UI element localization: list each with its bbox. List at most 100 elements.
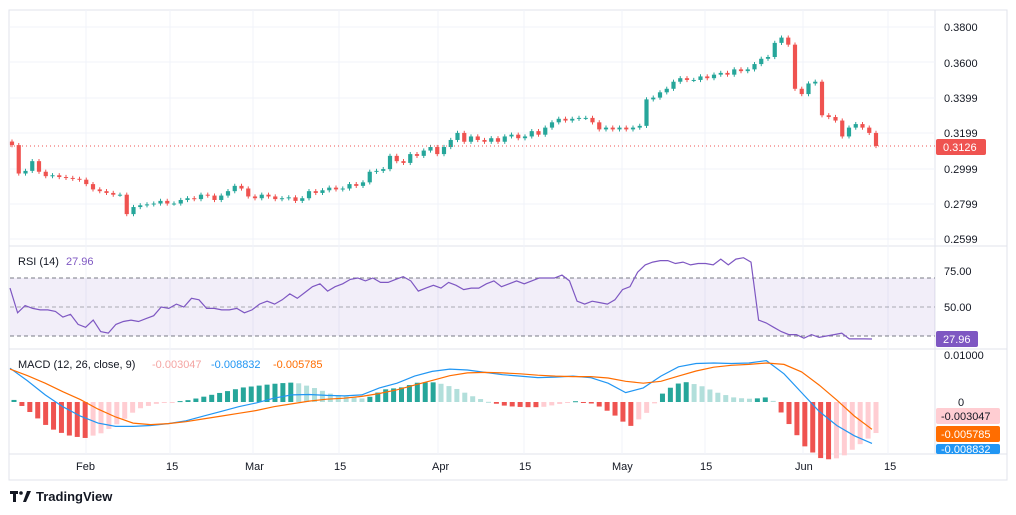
candle <box>705 76 710 79</box>
histogram-bar <box>699 386 705 402</box>
histogram-bar <box>770 400 776 402</box>
candle <box>475 136 480 140</box>
histogram-bar <box>588 402 594 404</box>
price-axis: 0.3800 0.3600 0.3399 0.3199 0.2999 0.279… <box>944 22 978 246</box>
histogram-bar <box>723 395 729 402</box>
histogram-bar <box>485 401 491 403</box>
candle <box>867 127 872 133</box>
histogram-bar <box>217 392 223 402</box>
candle <box>738 69 744 72</box>
histogram-bar <box>565 402 571 403</box>
candle <box>833 117 838 121</box>
candle <box>597 122 602 130</box>
histogram-bar <box>438 383 444 402</box>
rsi-line <box>9 257 873 340</box>
histogram-bar <box>391 388 397 402</box>
candle <box>9 141 15 146</box>
histogram-bar <box>604 402 610 411</box>
candle <box>468 136 474 142</box>
candle <box>90 184 96 190</box>
histogram-bar <box>549 402 555 406</box>
histogram-bar <box>462 392 468 402</box>
price-tick: 0.2599 <box>944 234 978 246</box>
histogram-bar <box>161 402 167 403</box>
candle <box>853 124 858 128</box>
candle <box>846 127 852 137</box>
candle <box>428 147 433 151</box>
histogram-bar <box>620 402 626 422</box>
histogram-bar <box>185 400 191 402</box>
candle <box>320 190 325 193</box>
candle <box>691 79 696 81</box>
histogram-bar <box>122 402 128 419</box>
candle <box>30 161 35 171</box>
candle <box>711 74 717 79</box>
tradingview-watermark[interactable]: TradingView <box>10 489 112 504</box>
histogram-bar <box>327 393 333 402</box>
histogram-bar <box>802 402 808 447</box>
candle <box>50 175 55 177</box>
time-tick: 15 <box>166 461 178 473</box>
candle <box>138 205 143 208</box>
candle <box>759 58 764 65</box>
candle <box>151 203 156 205</box>
candle <box>435 147 440 155</box>
candle <box>408 154 413 163</box>
candle <box>495 138 501 142</box>
histogram-bar <box>659 393 665 402</box>
time-tick: Mar <box>245 461 264 473</box>
time-tick: Apr <box>432 461 449 473</box>
candle <box>84 179 89 185</box>
candle <box>394 155 399 162</box>
time-axis[interactable]: Feb 15 Mar 15 Apr 15 May 15 Jun 15 <box>76 461 896 473</box>
candle <box>718 72 723 75</box>
histogram-bar <box>715 392 721 402</box>
candle <box>590 117 595 123</box>
candle <box>752 64 757 70</box>
macd-badge <box>936 444 1000 454</box>
price-tick: 0.3600 <box>944 58 978 70</box>
histogram-bar <box>11 399 17 402</box>
candle <box>212 195 217 200</box>
histogram-bar <box>580 402 586 403</box>
candle <box>549 122 555 128</box>
candle <box>414 154 420 156</box>
candle <box>779 37 784 43</box>
histogram-bar <box>343 396 349 402</box>
candle <box>644 99 649 126</box>
macd-line <box>9 359 873 444</box>
candle <box>111 192 116 195</box>
candle <box>536 131 541 135</box>
candle <box>360 182 366 186</box>
histogram-bar <box>114 402 120 425</box>
last-price-label: 0.3126 <box>943 142 977 154</box>
tradingview-logo-icon <box>10 490 31 502</box>
candle <box>873 132 879 146</box>
candle <box>165 200 170 204</box>
histogram-bar <box>58 402 64 433</box>
macd-tick: 0.01000 <box>944 350 984 362</box>
histogram-bar <box>533 402 539 408</box>
histogram-bar <box>746 398 752 402</box>
histogram-bar <box>209 394 215 402</box>
candle <box>516 134 521 139</box>
histogram-bar <box>865 402 871 439</box>
candle <box>178 199 183 204</box>
candle <box>732 69 737 75</box>
histogram-bar <box>248 386 254 402</box>
candle <box>819 81 825 116</box>
histogram-bar <box>304 385 310 402</box>
histogram-bar <box>446 386 452 402</box>
macd-signal-value: -0.005785 <box>273 359 323 371</box>
histogram-bar <box>841 402 847 456</box>
price-tick: 0.3399 <box>944 93 978 105</box>
histogram-bar <box>509 402 515 407</box>
chart-frame <box>8 9 1008 481</box>
histogram-bar <box>35 402 41 419</box>
candlestick-series <box>9 35 879 217</box>
histogram-bar <box>153 402 159 404</box>
histogram-bar <box>422 382 428 402</box>
histogram-bar <box>406 385 412 402</box>
histogram-bar <box>652 402 658 404</box>
histogram-bar <box>833 402 839 459</box>
